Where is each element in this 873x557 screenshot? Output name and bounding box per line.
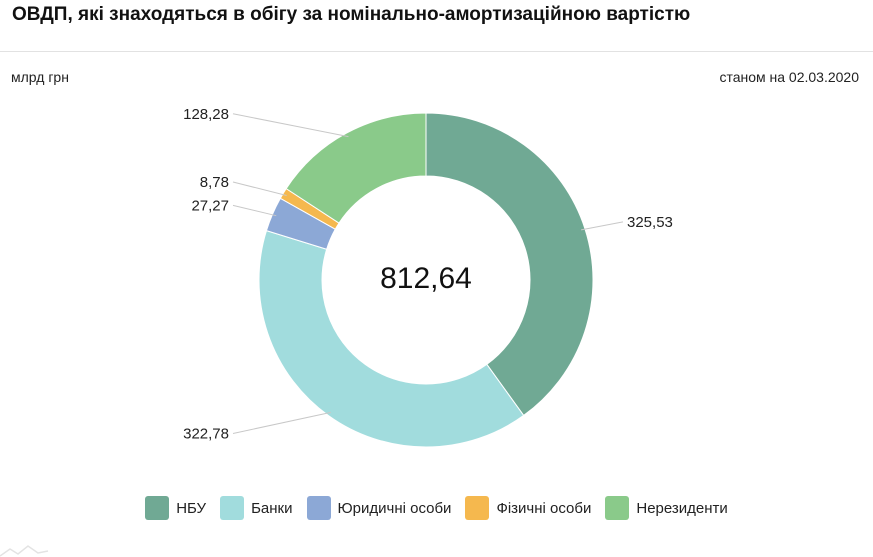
donut-slice-2 [258, 229, 525, 448]
slice-value-label-5: 128,28 [183, 106, 229, 123]
legend: НБУ Банки Юридичні особи Фізичні особи Нерез… [0, 496, 873, 520]
leader-line-3 [232, 204, 277, 217]
mountain-icon [0, 545, 49, 557]
slice-value-label-3: 27,27 [191, 197, 229, 214]
donut-slice-1 [425, 112, 594, 417]
legend-label: Банки [251, 499, 293, 517]
title-divider [0, 51, 873, 52]
donut-slice-5 [285, 112, 427, 224]
leader-line-1 [581, 221, 624, 231]
legend-swatch [145, 496, 170, 520]
legend-item-5[interactable]: Нерезиденти [605, 496, 728, 520]
center-total: 812,64 [380, 262, 472, 295]
legend-label: Фізичні особи [496, 499, 592, 517]
legend-item-2[interactable]: Банки [220, 496, 293, 520]
slice-value-label-2: 322,78 [183, 425, 229, 442]
legend-item-3[interactable]: Юридичні особи [306, 496, 452, 520]
legend-swatch [605, 496, 630, 520]
chart-title: ОВДП, які знаходяться в обігу за номінал… [12, 4, 691, 25]
legend-item-1[interactable]: НБУ [145, 496, 206, 520]
slice-value-label-1: 325,53 [627, 214, 673, 231]
leader-line-2 [232, 411, 331, 434]
legend-item-4[interactable]: Фізичні особи [465, 496, 591, 520]
legend-swatch [220, 496, 245, 520]
legend-label: Нерезиденти [636, 499, 728, 517]
unit-label: млрд грн [11, 69, 69, 85]
slice-value-label-4: 8,78 [200, 174, 229, 191]
leader-line-5 [232, 113, 349, 138]
legend-swatch [306, 496, 331, 520]
legend-label: Юридичні особи [337, 499, 452, 517]
legend-label: НБУ [176, 499, 207, 517]
leader-line-4 [232, 181, 287, 196]
as-of-date-label: станом на 02.03.2020 [719, 69, 859, 85]
legend-swatch [465, 496, 490, 520]
